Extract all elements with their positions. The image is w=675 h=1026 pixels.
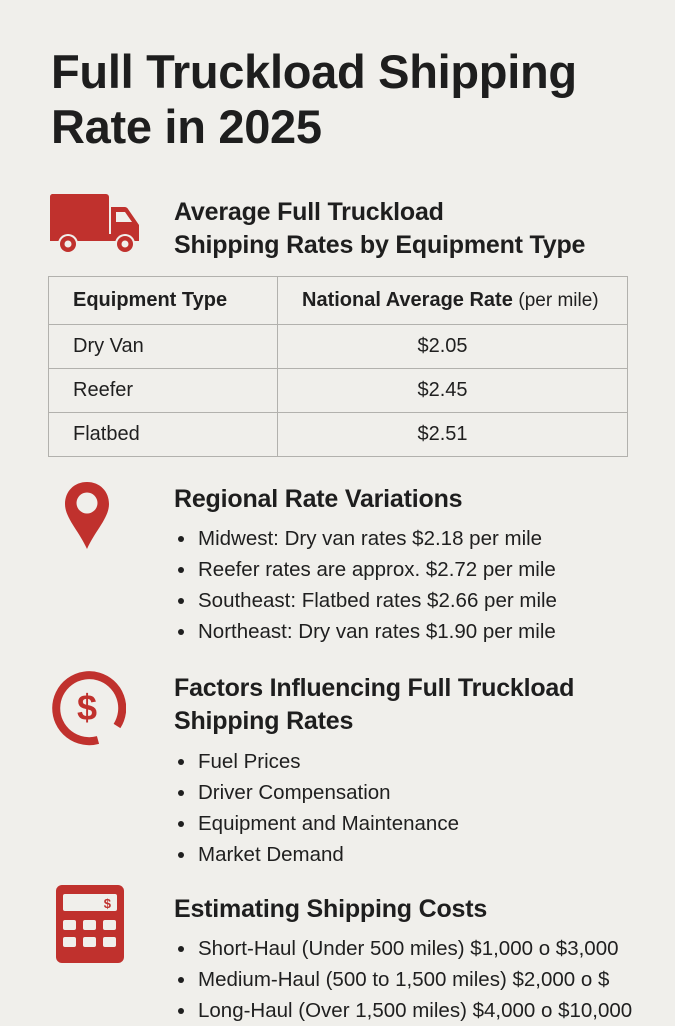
equipment-type-cell: Reefer <box>48 368 278 413</box>
equipment-heading-line1: Average Full Truckload <box>174 198 444 226</box>
map-pin-icon <box>63 481 111 551</box>
truck-icon <box>48 192 142 256</box>
svg-text:$: $ <box>77 687 97 728</box>
equipment-heading: Average Full Truckload Shipping Rates by… <box>174 196 585 262</box>
estimating-heading: Estimating Shipping Costs <box>174 895 488 923</box>
equipment-type-cell: Dry Van <box>48 324 278 369</box>
list-item: Northeast: Dry van rates $1.90 per mile <box>174 616 557 647</box>
table-row: Reefer $2.45 <box>48 368 628 413</box>
equipment-rates-table: Equipment Type National Average Rate (pe… <box>48 276 628 457</box>
regional-list: Midwest: Dry van rates $2.18 per mile Re… <box>174 523 557 647</box>
calculator-icon: $ <box>56 885 124 963</box>
rate-cell: $2.05 <box>277 324 628 369</box>
svg-text:$: $ <box>104 896 112 911</box>
rate-cell: $2.45 <box>277 368 628 413</box>
list-item: Midwest: Dry van rates $2.18 per mile <box>174 523 557 554</box>
regional-heading: Regional Rate Variations <box>174 485 463 513</box>
factors-heading-line1: Factors Influencing Full Truckload <box>174 674 575 702</box>
list-item: Reefer rates are approx. $2.72 per mile <box>174 554 557 585</box>
factors-heading-line2: Shipping Rates <box>174 707 354 735</box>
list-item: Market Demand <box>174 839 459 870</box>
page-title: Full Truckload Shipping Rate in 2025 <box>51 45 577 153</box>
table-row: Flatbed $2.51 <box>48 412 628 457</box>
equipment-type-cell: Flatbed <box>48 412 278 457</box>
list-item: Driver Compensation <box>174 777 459 808</box>
table-row: Dry Van $2.05 <box>48 324 628 369</box>
rate-cell: $2.51 <box>277 412 628 457</box>
list-item: Short-Haul (Under 500 miles) $1,000 o $3… <box>174 933 632 964</box>
list-item: Equipment and Maintenance <box>174 808 459 839</box>
header-rate-sub: (per mile) <box>518 290 599 311</box>
header-equipment-type: Equipment Type <box>48 276 278 325</box>
list-item: Long-Haul (Over 1,500 miles) $4,000 o $1… <box>174 995 632 1026</box>
factors-list: Fuel Prices Driver Compensation Equipmen… <box>174 746 459 870</box>
header-rate-main: National Average Rate <box>302 289 513 311</box>
equipment-heading-line2: Shipping Rates by Equipment Type <box>174 231 586 259</box>
estimating-list: Short-Haul (Under 500 miles) $1,000 o $3… <box>174 933 632 1026</box>
list-item: Fuel Prices <box>174 746 459 777</box>
factors-heading: Factors Influencing Full Truckload Shipp… <box>174 672 574 738</box>
header-national-average-rate: National Average Rate (per mile) <box>277 276 628 325</box>
dollar-circle-icon: $ <box>50 670 127 746</box>
table-header-row: Equipment Type National Average Rate (pe… <box>48 276 628 325</box>
list-item: Medium-Haul (500 to 1,500 miles) $2,000 … <box>174 964 632 995</box>
list-item: Southeast: Flatbed rates $2.66 per mile <box>174 585 557 616</box>
